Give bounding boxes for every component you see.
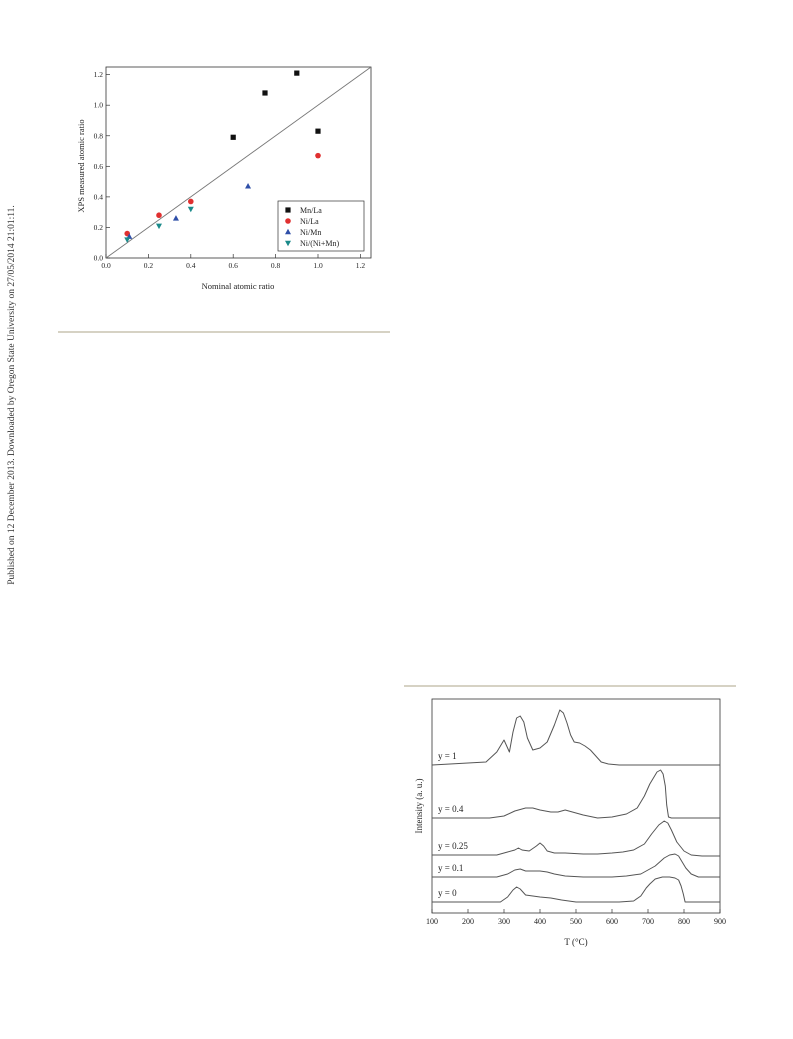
x-tick-label: 400 xyxy=(534,917,546,926)
curve-label: y = 1 xyxy=(438,751,457,761)
data-point xyxy=(262,90,268,96)
y-tick-label: 0.8 xyxy=(94,131,104,140)
data-point xyxy=(187,206,194,213)
x-tick-label: 700 xyxy=(642,917,654,926)
chart2-y-axis-label: Intensity (a. u.) xyxy=(414,779,424,834)
x-tick-label: 0.0 xyxy=(101,261,111,270)
legend-marker xyxy=(285,218,291,224)
data-point xyxy=(156,223,162,230)
x-tick-label: 0.6 xyxy=(229,261,239,270)
y-tick-label: 0.0 xyxy=(94,254,104,263)
chart1-points xyxy=(124,70,321,243)
chart1-x-axis-label: Nominal atomic ratio xyxy=(202,281,275,291)
chart2-x-axis-label: T (°C) xyxy=(564,937,587,947)
plot-border xyxy=(105,66,372,259)
chart1-legend: Mn/La Ni/La Ni/Mn Ni/(Ni+Mn) xyxy=(277,200,365,252)
x-tick-label: 1.0 xyxy=(313,261,323,270)
legend-marker xyxy=(285,228,291,235)
data-point xyxy=(124,237,131,243)
y-tick-label: 0.6 xyxy=(94,162,104,171)
identity-line xyxy=(105,66,372,259)
chart2-curves xyxy=(431,709,720,903)
chart1-ticks: 0.0 0.2 0.4 0.6 0.8 1.0 1.2 0.0 0.2 0.4 0.6 0.8 1.0 1… xyxy=(94,70,366,270)
curve-label: y = 0.4 xyxy=(438,804,464,814)
x-tick-label: 1.2 xyxy=(356,261,366,270)
data-point xyxy=(230,134,236,140)
curve-label: y = 0 xyxy=(438,888,457,898)
data-point xyxy=(315,128,321,134)
tpr-curve xyxy=(431,709,720,766)
data-point xyxy=(294,70,300,76)
x-tick-label: 0.4 xyxy=(186,261,196,270)
y-tick-label: 1.2 xyxy=(94,70,104,79)
curve-label: y = 0.1 xyxy=(438,863,463,873)
x-tick-label: 500 xyxy=(570,917,582,926)
figure-divider-left xyxy=(58,331,390,333)
plot-border xyxy=(431,698,721,914)
curve-label: y = 0.25 xyxy=(438,841,468,851)
data-point xyxy=(156,212,162,219)
tpr-curve xyxy=(432,876,720,903)
tpr-curve xyxy=(432,769,720,819)
legend-marker xyxy=(285,207,291,213)
legend-label: Ni/La xyxy=(300,217,319,226)
legend-box xyxy=(277,200,365,252)
chart2-curve-labels: y = 1 y = 0.4 y = 0.25 y = 0.1 y = 0 xyxy=(438,751,468,898)
x-tick-label: 0.2 xyxy=(144,261,154,270)
x-tick-label: 600 xyxy=(606,917,618,926)
chart2-ticks: 100 200 300 400 500 600 700 800 900 xyxy=(426,909,726,926)
legend-label: Ni/Mn xyxy=(300,228,321,237)
x-tick-label: 0.8 xyxy=(271,261,281,270)
x-tick-label: 900 xyxy=(714,917,726,926)
data-point xyxy=(245,182,252,189)
legend-marker xyxy=(285,240,291,247)
tpr-curve xyxy=(432,853,720,878)
legend-label: Ni/(Ni+Mn) xyxy=(300,239,340,248)
y-tick-label: 1.0 xyxy=(94,101,104,110)
chart1-y-axis-label: XPS measured atomic ratio xyxy=(76,119,86,212)
chart2-plot-frame xyxy=(431,698,721,914)
x-tick-label: 800 xyxy=(678,917,690,926)
x-tick-label: 100 xyxy=(426,917,438,926)
chart1-plot-frame xyxy=(105,66,372,259)
x-tick-label: 200 xyxy=(462,917,474,926)
chart1-reference-line xyxy=(105,66,372,259)
y-tick-label: 0.4 xyxy=(94,192,104,201)
figure-divider-right xyxy=(404,685,736,687)
tpr-curve xyxy=(432,820,720,857)
data-point xyxy=(315,152,321,159)
x-tick-label: 300 xyxy=(498,917,510,926)
legend-label: Mn/La xyxy=(300,206,322,215)
data-point xyxy=(172,215,179,221)
data-point xyxy=(188,198,194,205)
y-tick-label: 0.2 xyxy=(94,223,104,232)
